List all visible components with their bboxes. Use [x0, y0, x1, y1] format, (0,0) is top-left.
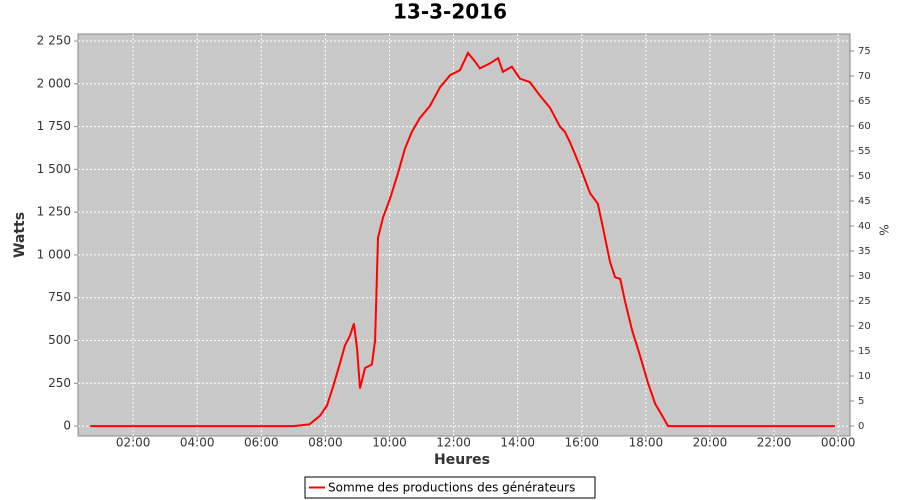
y2-axis-label: % — [877, 224, 891, 235]
y2-tick-label: 60 — [858, 121, 871, 132]
x-tick-label: 18:00 — [629, 436, 664, 450]
y-axis-label: Watts — [12, 212, 28, 258]
plot-area — [77, 33, 851, 437]
y-tick-label: 500 — [48, 333, 71, 347]
y-tick-label: 0 — [63, 419, 71, 433]
y2-tick-label: 40 — [858, 221, 871, 232]
x-tick-label: 16:00 — [564, 436, 599, 450]
chart-title: 13-3-2016 — [393, 0, 507, 24]
y2-tick-label: 25 — [858, 296, 871, 307]
x-tick-label: 06:00 — [244, 436, 279, 450]
y-tick-label: 1 250 — [37, 205, 71, 219]
x-tick-label: 08:00 — [308, 436, 343, 450]
y2-tick-label: 55 — [858, 146, 871, 157]
y2-tick-label: 70 — [858, 71, 871, 82]
x-axis-label: Heures — [434, 452, 490, 468]
y2-tick-label: 0 — [858, 421, 864, 432]
y2-tick-label: 20 — [858, 321, 871, 332]
x-tick-label: 14:00 — [500, 436, 535, 450]
y2-tick-label: 75 — [858, 46, 871, 57]
y2-tick-label: 50 — [858, 171, 871, 182]
legend-box — [304, 476, 596, 499]
legend: Somme des productions des générateurs — [304, 476, 596, 499]
y2-tick-label: 10 — [858, 371, 871, 382]
x-tick-label: 12:00 — [436, 436, 471, 450]
y-tick-label: 1 500 — [37, 162, 71, 176]
y-tick-label: 2 000 — [37, 76, 71, 90]
x-tick-label: 00:00 — [821, 436, 856, 450]
y2-tick-label: 45 — [858, 196, 871, 207]
y2-tick-label: 65 — [858, 96, 871, 107]
y-tick-label: 250 — [48, 376, 71, 390]
y2-tick-label: 15 — [858, 346, 871, 357]
x-tick-label: 10:00 — [372, 436, 407, 450]
x-tick-label: 02:00 — [116, 436, 151, 450]
x-tick-label: 20:00 — [693, 436, 728, 450]
y-tick-label: 750 — [48, 290, 71, 304]
legend-label: Somme des productions des générateurs — [328, 481, 575, 495]
series-line — [90, 51, 835, 428]
y-tick-label: 1 750 — [37, 119, 71, 133]
y2-tick-label: 35 — [858, 246, 871, 257]
x-tick-label: 04:00 — [180, 436, 215, 450]
y-tick-label: 1 000 — [37, 247, 71, 261]
y2-tick-label: 5 — [858, 396, 864, 407]
y-tick-label: 2 250 — [37, 34, 71, 48]
y2-tick-label: 30 — [858, 271, 871, 282]
x-tick-label: 22:00 — [757, 436, 792, 450]
